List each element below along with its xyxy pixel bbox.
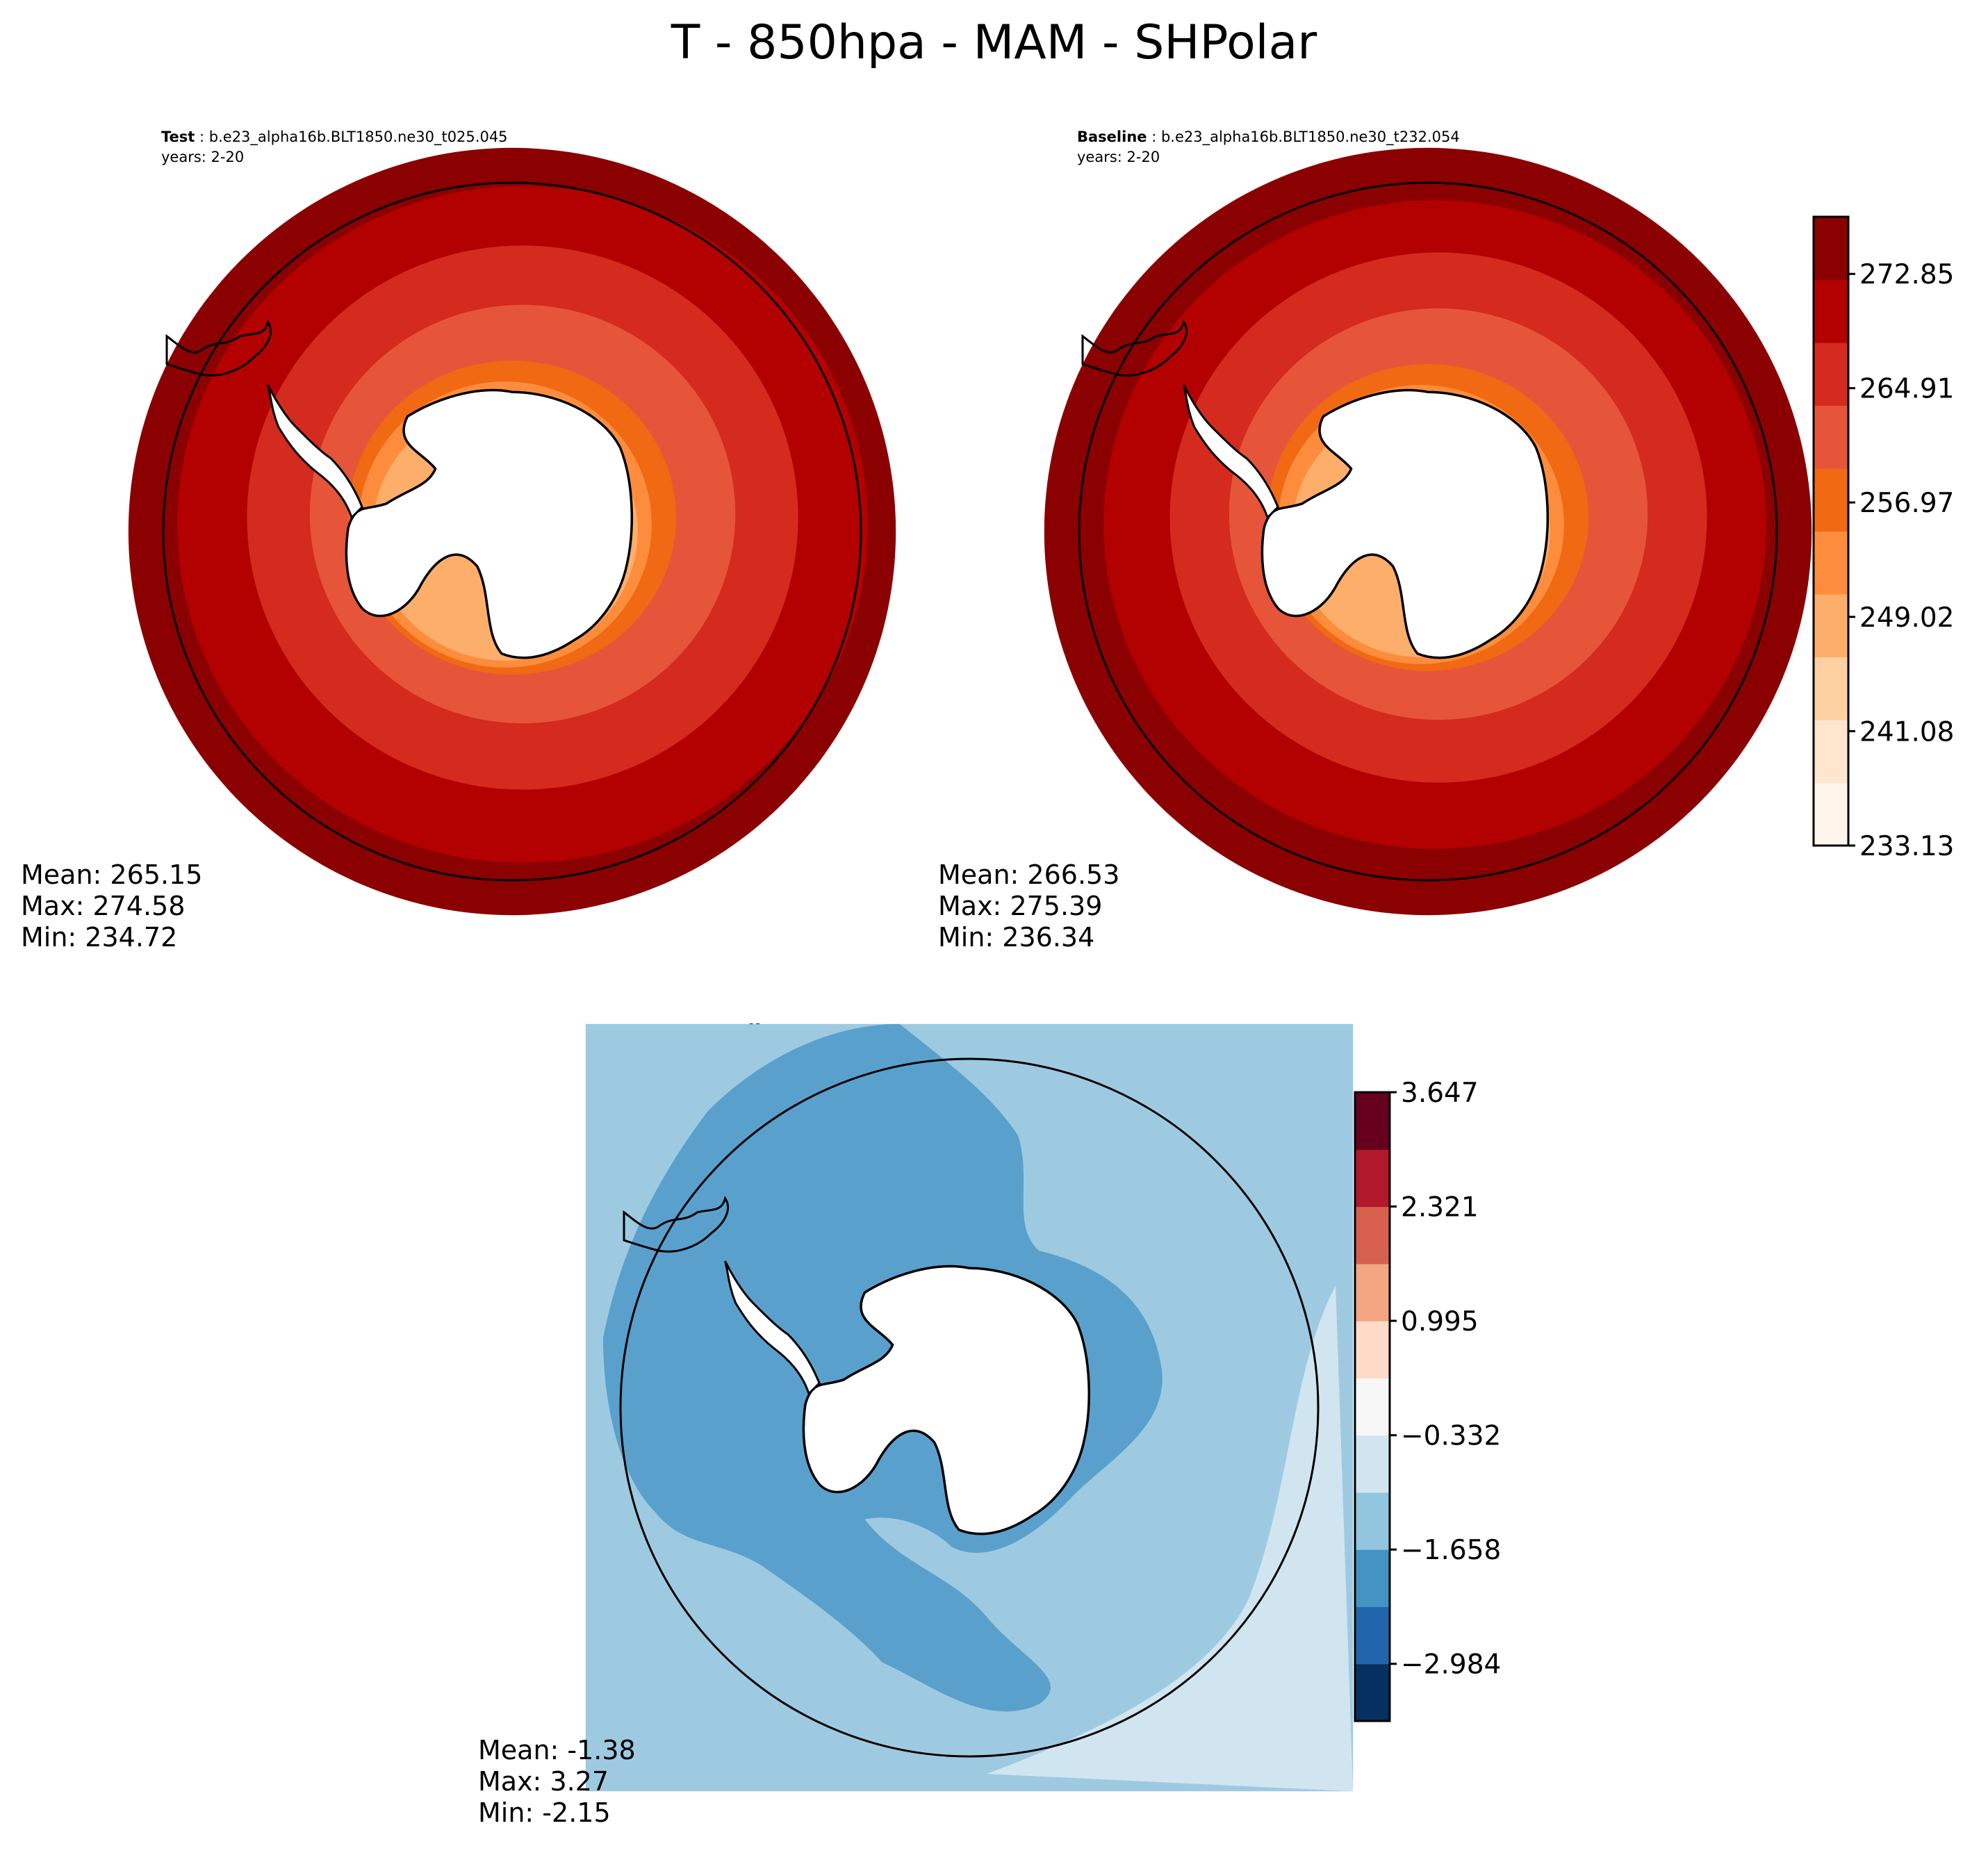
abs-colorbar-border [1812, 215, 1850, 847]
diff-colorbar-swatch-9 [1355, 1149, 1390, 1208]
test-max: Max: 274.58 [21, 891, 186, 921]
abs-colorbar-tick-label-3: 249.02 [1859, 602, 1954, 634]
abs-colorbar-swatch-3 [1814, 594, 1848, 658]
abs-colorbar-swatch-1 [1814, 720, 1848, 784]
abs-colorbar-tick-label-5: 233.13 [1859, 831, 1954, 862]
baseline-case-sep: : [1147, 129, 1161, 145]
test-map-border [162, 181, 862, 882]
baseline-label: Baseline [1077, 129, 1147, 145]
diff-mean: Mean: -1.38 [478, 1735, 636, 1765]
diff-colorbar: 3.647 2.321 0.995 −0.332 −1.658 −2.984 [1354, 1078, 1501, 1722]
baseline-subtitle: Baseline : b.e23_alpha16b.BLT1850.ne30_t… [1077, 127, 1460, 147]
diff-colorbar-border [1354, 1091, 1391, 1722]
abs-colorbar-swatch-7 [1814, 343, 1848, 406]
diff-colorbar-swatch-2 [1355, 1549, 1390, 1608]
baseline-case: b.e23_alpha16b.BLT1850.ne30_t232.054 [1160, 129, 1460, 145]
diff-stats: Mean: -1.38 Max: 3.27 Min: -2.15 [478, 1735, 636, 1829]
abs-colorbar-swatch-9 [1814, 217, 1848, 281]
diff-min: Min: -2.15 [478, 1797, 611, 1828]
diff-region-right-light [987, 1285, 1354, 1792]
diff-colorbar-swatch-6 [1355, 1321, 1390, 1378]
baseline-map-border [1078, 181, 1778, 882]
diff-colorbar-swatch-0 [1355, 1663, 1390, 1722]
baseline-mean: Mean: 266.53 [938, 859, 1120, 890]
diff-colorbar-tick-label-3: −0.332 [1401, 1421, 1501, 1452]
baseline-stats: Mean: 266.53 Max: 275.39 Min: 236.34 [938, 859, 1119, 953]
diff-colorbar-swatch-10 [1355, 1092, 1390, 1150]
baseline-map [1077, 147, 1812, 916]
diff-colorbar-tick-label-5: −2.984 [1401, 1649, 1501, 1681]
diff-colorbar-swatch-5 [1355, 1378, 1390, 1436]
baseline-years: years: 2-20 [1077, 149, 1160, 165]
diff-colorbar-swatch-8 [1355, 1206, 1390, 1265]
figure-title: T - 850hpa - MAM - SHPolar [671, 15, 1317, 70]
test-stats: Mean: 265.15 Max: 274.58 Min: 234.72 [21, 859, 202, 953]
diff-colorbar-swatch-4 [1355, 1435, 1390, 1493]
diff-colorbar-tick-label-4: −1.658 [1401, 1535, 1501, 1566]
diff-map-border [619, 1057, 1320, 1758]
abs-colorbar-tick-label-1: 264.91 [1859, 374, 1954, 405]
test-map [161, 147, 896, 916]
baseline-min: Min: 236.34 [938, 922, 1095, 953]
test-label: Test [161, 129, 195, 145]
abs-colorbar-swatch-8 [1814, 279, 1848, 343]
abs-colorbar-tick-label-4: 241.08 [1859, 716, 1954, 748]
abs-colorbar-swatch-0 [1814, 782, 1848, 846]
abs-colorbar-swatch-4 [1814, 531, 1848, 595]
diff-max: Max: 3.27 [478, 1766, 609, 1797]
diff-colorbar-tick-label-1: 2.321 [1401, 1192, 1479, 1224]
abs-colorbar-swatch-5 [1814, 468, 1848, 532]
abs-colorbar: 272.85 264.91 256.97 249.02 241.08 233.13 [1812, 215, 1954, 862]
abs-colorbar-swatch-6 [1814, 405, 1848, 469]
diff-colorbar-swatch-7 [1355, 1263, 1390, 1321]
diff-colorbar-swatch-3 [1355, 1492, 1390, 1550]
abs-colorbar-tick-label-0: 272.85 [1859, 259, 1954, 290]
test-subtitle: Test : b.e23_alpha16b.BLT1850.ne30_t025.… [161, 127, 508, 147]
diff-map [618, 1023, 1354, 1792]
test-mean: Mean: 265.15 [21, 859, 203, 890]
baseline-max: Max: 275.39 [938, 891, 1103, 921]
abs-colorbar-swatch-2 [1814, 657, 1848, 720]
diff-colorbar-tick-label-0: 3.647 [1401, 1078, 1479, 1109]
abs-colorbar-tick-label-2: 256.97 [1859, 488, 1954, 519]
diff-colorbar-swatch-1 [1355, 1606, 1390, 1665]
test-case: b.e23_alpha16b.BLT1850.ne30_t025.045 [208, 129, 508, 145]
diff-colorbar-tick-label-2: 0.995 [1401, 1306, 1479, 1337]
test-case-sep: : [195, 129, 209, 145]
test-years: years: 2-20 [161, 149, 245, 165]
test-min: Min: 234.72 [21, 922, 178, 953]
